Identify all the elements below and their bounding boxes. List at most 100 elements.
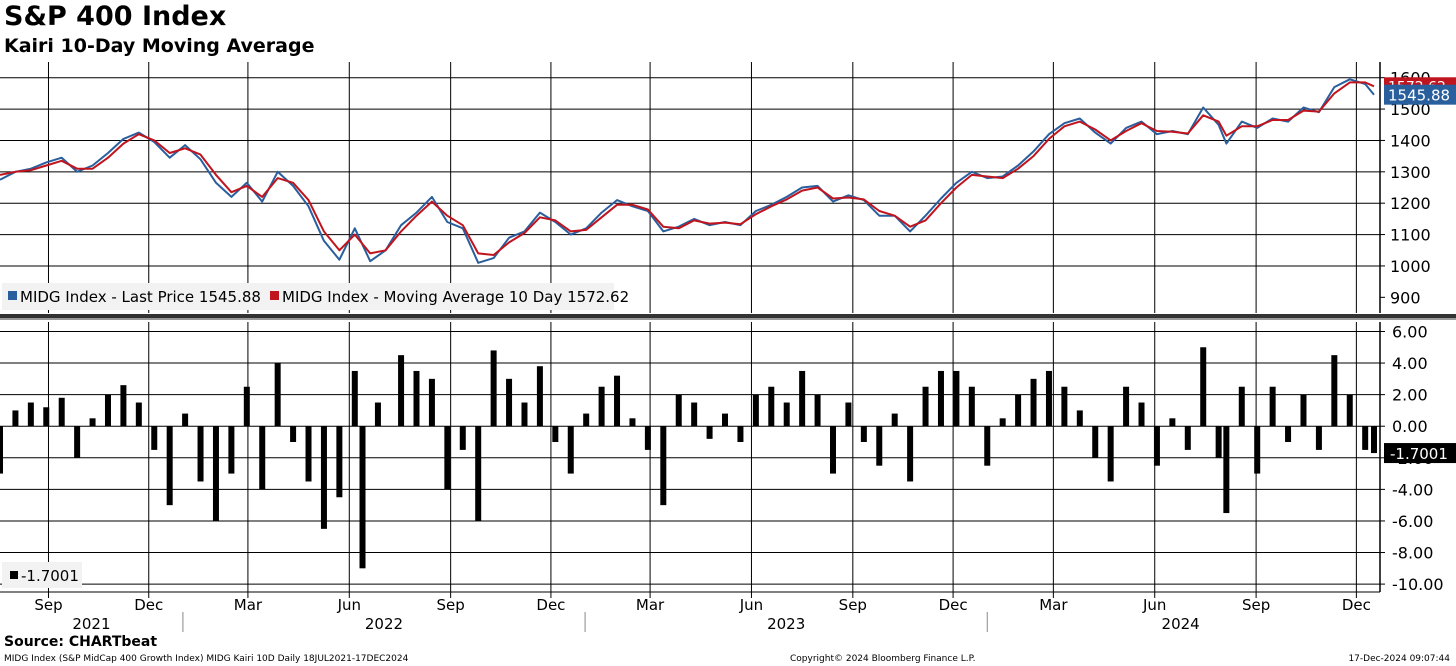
kairi-bar [27,402,34,427]
kairi-bar [614,375,621,427]
kairi-bar [0,426,3,474]
kairi-bar [506,378,513,427]
kairi-bar [706,426,713,439]
kairi-bar [583,413,590,427]
legend-label-kairi: -1.7001 [21,567,79,585]
price-line-moving-average [0,81,1375,256]
kairi-bar [953,370,960,427]
kairi-bar [1076,410,1083,427]
price-ytick-label: 900 [1390,288,1421,307]
kairi-bar [768,386,775,427]
kairi-bar [1153,426,1160,466]
x-tick-label: Dec [134,596,163,614]
panel-separator [0,314,1456,319]
x-tick-label: Dec [1342,596,1371,614]
kairi-bar [336,426,343,498]
kairi-bar [197,426,204,482]
x-tick-label: Mar [234,596,263,614]
kairi-bar [799,370,806,427]
kairi-bar [43,407,50,427]
kairi-bar [629,418,636,427]
kairi-bar [1315,426,1322,450]
kairi-bar [120,385,127,427]
price-line-last [0,78,1375,264]
kairi-bar [1015,394,1022,427]
kairi-bar [829,426,836,474]
kairi-bar [151,426,158,450]
kairi-last-value-label: -1.7001 [1390,445,1448,463]
kairi-bar [1331,355,1338,427]
kairi-bar [1346,394,1353,427]
price-ytick-label: 1400 [1390,131,1431,150]
kairi-bar [1269,386,1276,427]
kairi-last-value-tag [1384,443,1456,464]
kairi-bar [644,426,651,450]
legend-label-moving-average: MIDG Index - Moving Average 10 Day 1572.… [282,288,629,306]
chart-subtitle: Kairi 10-Day Moving Average [4,35,315,57]
kairi-bar [860,426,867,442]
kairi-bar [1030,378,1037,427]
x-tick-label: Mar [636,596,665,614]
legend-label-last-price: MIDG Index - Last Price 1545.88 [20,288,261,306]
kairi-bar [459,426,466,450]
kairi-bar [212,426,219,521]
kairi-ytick-label: -6.00 [1392,512,1433,531]
kairi-ytick-label: -10.00 [1392,575,1444,594]
price-last-value-tag [1384,84,1456,105]
kairi-bar [1169,418,1176,427]
kairi-bar [552,426,559,442]
year-label: 2023 [767,615,805,633]
kairi-bar [536,366,543,427]
kairi-bar [1092,426,1099,458]
price-ytick-label: 1000 [1390,257,1431,276]
kairi-bar [1200,347,1207,427]
kairi-bar [259,426,266,490]
panel-separator-shade [0,318,1456,320]
kairi-bar [845,402,852,427]
price-panel: 90010001100120013001400150016001572.6215… [0,62,1456,320]
price-legend-box [2,283,614,310]
kairi-bar [598,386,605,427]
x-tick-label: Sep [34,596,62,614]
price-ytick-label: 1200 [1390,194,1431,213]
kairi-ytick-label: 4.00 [1392,354,1428,373]
x-axis: Sep Dec Mar Jun Sep Dec Mar Jun Sep Dec Mar Jun Sep D… [34,592,1371,633]
kairi-bar [1123,386,1130,427]
x-tick-label: Mar [1039,596,1068,614]
kairi-bar [1254,426,1261,474]
kairi-bar [876,426,883,466]
x-tick-label: Jun [739,596,763,614]
kairi-bar [521,402,528,427]
kairi-bar [351,370,358,427]
year-label: 2022 [365,615,403,633]
legend-swatch-kairi [10,571,18,579]
kairi-bar [374,402,381,427]
source-note: Source: CHARTbeat [4,634,158,650]
chart-title: S&P 400 Index [4,1,227,32]
kairi-bar [274,363,281,427]
kairi-bar [907,426,914,482]
footer-timestamp: 17-Dec-2024 09:07:44 [1348,654,1450,664]
kairi-legend: -1.7001 [2,562,82,588]
kairi-bar [104,394,111,427]
legend-swatch-moving-average [270,291,279,300]
legend-swatch-last-price [8,291,17,300]
year-label: 2021 [72,615,110,633]
kairi-bar [660,426,667,506]
kairi-bar [243,386,250,427]
kairi-bar [1223,426,1230,514]
footer-copyright: Copyright© 2024 Bloomberg Finance L.P. [790,654,976,664]
kairi-ytick-label: 2.00 [1392,386,1428,405]
kairi-bar [1371,426,1377,454]
kairi-bar [1285,426,1292,442]
kairi-bar [691,402,698,427]
kairi-bar [1215,426,1222,458]
kairi-ytick-label: 0.00 [1392,417,1428,436]
kairi-bar [1138,402,1145,427]
kairi-bar [1362,426,1369,450]
x-tick-label: Jun [337,596,361,614]
x-tick-label: Sep [437,596,465,614]
kairi-bar [74,426,81,458]
kairi-bar [1061,386,1068,427]
